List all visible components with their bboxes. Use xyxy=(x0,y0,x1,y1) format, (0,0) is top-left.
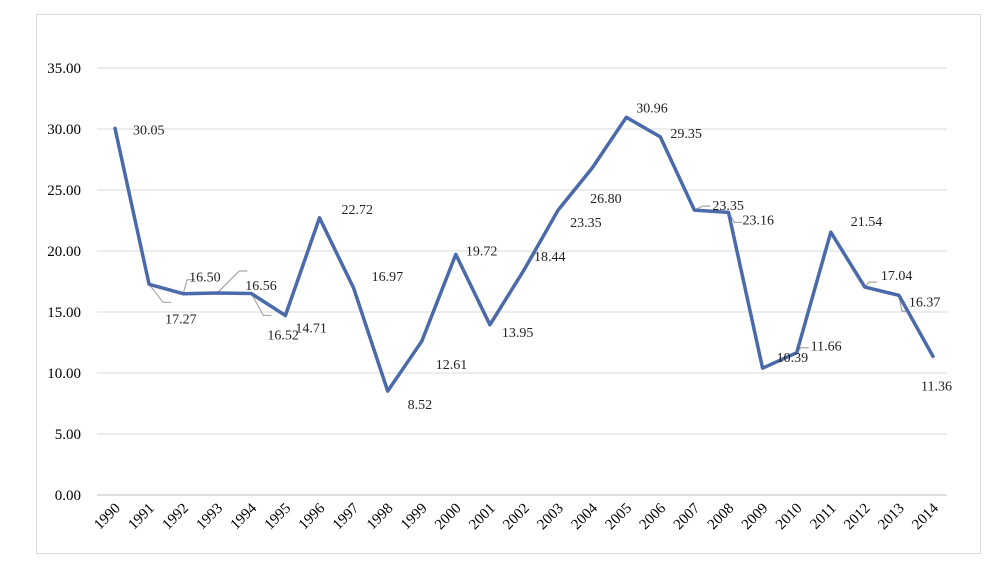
data-label: 30.96 xyxy=(636,101,668,116)
data-label: 11.36 xyxy=(921,379,952,394)
line-chart: 0.00 5.00 10.00 15.00 20.00 25.00 30.00 35.00 1… xyxy=(47,61,952,533)
data-label: 16.56 xyxy=(245,279,277,294)
data-label: 22.72 xyxy=(342,203,374,218)
x-tick-label: 2000 xyxy=(432,501,465,534)
data-label: 17.27 xyxy=(165,312,197,327)
x-tick-label: 2013 xyxy=(875,501,908,534)
y-tick-label: 30.00 xyxy=(47,122,81,138)
gridlines xyxy=(97,67,947,496)
x-tick-label: 2008 xyxy=(705,501,738,534)
x-tick-label: 1997 xyxy=(330,500,363,533)
data-label: 16.37 xyxy=(909,295,941,310)
x-tick-label: 2011 xyxy=(807,501,839,533)
x-tick-label: 2007 xyxy=(671,500,704,533)
x-tick-label: 2014 xyxy=(909,500,942,533)
data-label: 16.50 xyxy=(189,271,221,286)
data-label: 13.95 xyxy=(502,326,533,341)
x-tick-label: 1994 xyxy=(228,500,261,533)
leader-line xyxy=(250,293,272,317)
leader-line xyxy=(864,281,877,288)
series-line-path xyxy=(113,115,935,393)
x-tick-label: 2002 xyxy=(500,501,533,534)
leader-line xyxy=(216,270,248,294)
data-label: 17.04 xyxy=(881,269,913,284)
x-tick-label: 1991 xyxy=(125,501,158,534)
x-tick-label: 1999 xyxy=(398,501,431,534)
y-axis-ticks: 0.00 5.00 10.00 15.00 20.00 25.00 30.00 35.00 xyxy=(47,61,81,504)
data-label: 8.52 xyxy=(408,398,433,413)
x-tick-label: 1996 xyxy=(296,500,329,533)
x-tick-label: 2005 xyxy=(603,501,636,534)
x-tick-label: 1995 xyxy=(262,501,295,534)
y-tick-label: 20.00 xyxy=(47,244,81,260)
y-tick-label: 25.00 xyxy=(47,183,81,199)
data-label: 12.61 xyxy=(436,358,468,373)
data-label: 16.97 xyxy=(372,270,404,285)
data-label: 18.44 xyxy=(534,250,566,265)
series-line xyxy=(113,115,935,393)
data-label: 26.80 xyxy=(590,192,622,207)
leader-line xyxy=(148,283,172,303)
data-label: 10.39 xyxy=(777,351,809,366)
data-label: 23.35 xyxy=(712,199,744,214)
data-label: 16.52 xyxy=(267,328,299,343)
y-tick-label: 5.00 xyxy=(55,427,81,443)
data-label: 19.72 xyxy=(466,244,498,259)
x-tick-label: 2006 xyxy=(637,500,670,533)
data-label: 30.05 xyxy=(133,123,165,138)
x-axis-ticks: 1990 1991 1992 1993 1994 1995 1996 1997 1998 1999… xyxy=(91,500,942,533)
y-tick-label: 0.00 xyxy=(55,488,81,504)
data-label: 21.54 xyxy=(851,215,883,230)
data-label: 29.35 xyxy=(670,127,702,142)
x-tick-label: 2004 xyxy=(568,500,601,533)
x-tick-label: 2001 xyxy=(466,501,499,534)
data-label: 23.16 xyxy=(743,213,775,228)
x-tick-label: 2009 xyxy=(739,501,772,534)
x-tick-label: 2003 xyxy=(534,501,567,534)
x-tick-label: 2012 xyxy=(841,501,874,534)
y-tick-label: 10.00 xyxy=(47,366,81,382)
chart-frame: 0.00 5.00 10.00 15.00 20.00 25.00 30.00 35.00 1… xyxy=(36,14,981,554)
leader-line xyxy=(182,279,196,294)
x-tick-label: 1998 xyxy=(364,501,397,534)
label-leader-lines xyxy=(148,205,910,354)
x-tick-label: 1990 xyxy=(91,501,124,534)
y-tick-label: 35.00 xyxy=(47,61,81,77)
data-label: 11.66 xyxy=(811,340,842,355)
y-tick-label: 15.00 xyxy=(47,305,81,321)
x-tick-label: 1993 xyxy=(194,501,227,534)
data-label: 23.35 xyxy=(570,216,602,231)
data-label: 14.71 xyxy=(295,322,327,337)
x-tick-label: 2010 xyxy=(773,501,806,534)
x-tick-label: 1992 xyxy=(159,501,192,534)
